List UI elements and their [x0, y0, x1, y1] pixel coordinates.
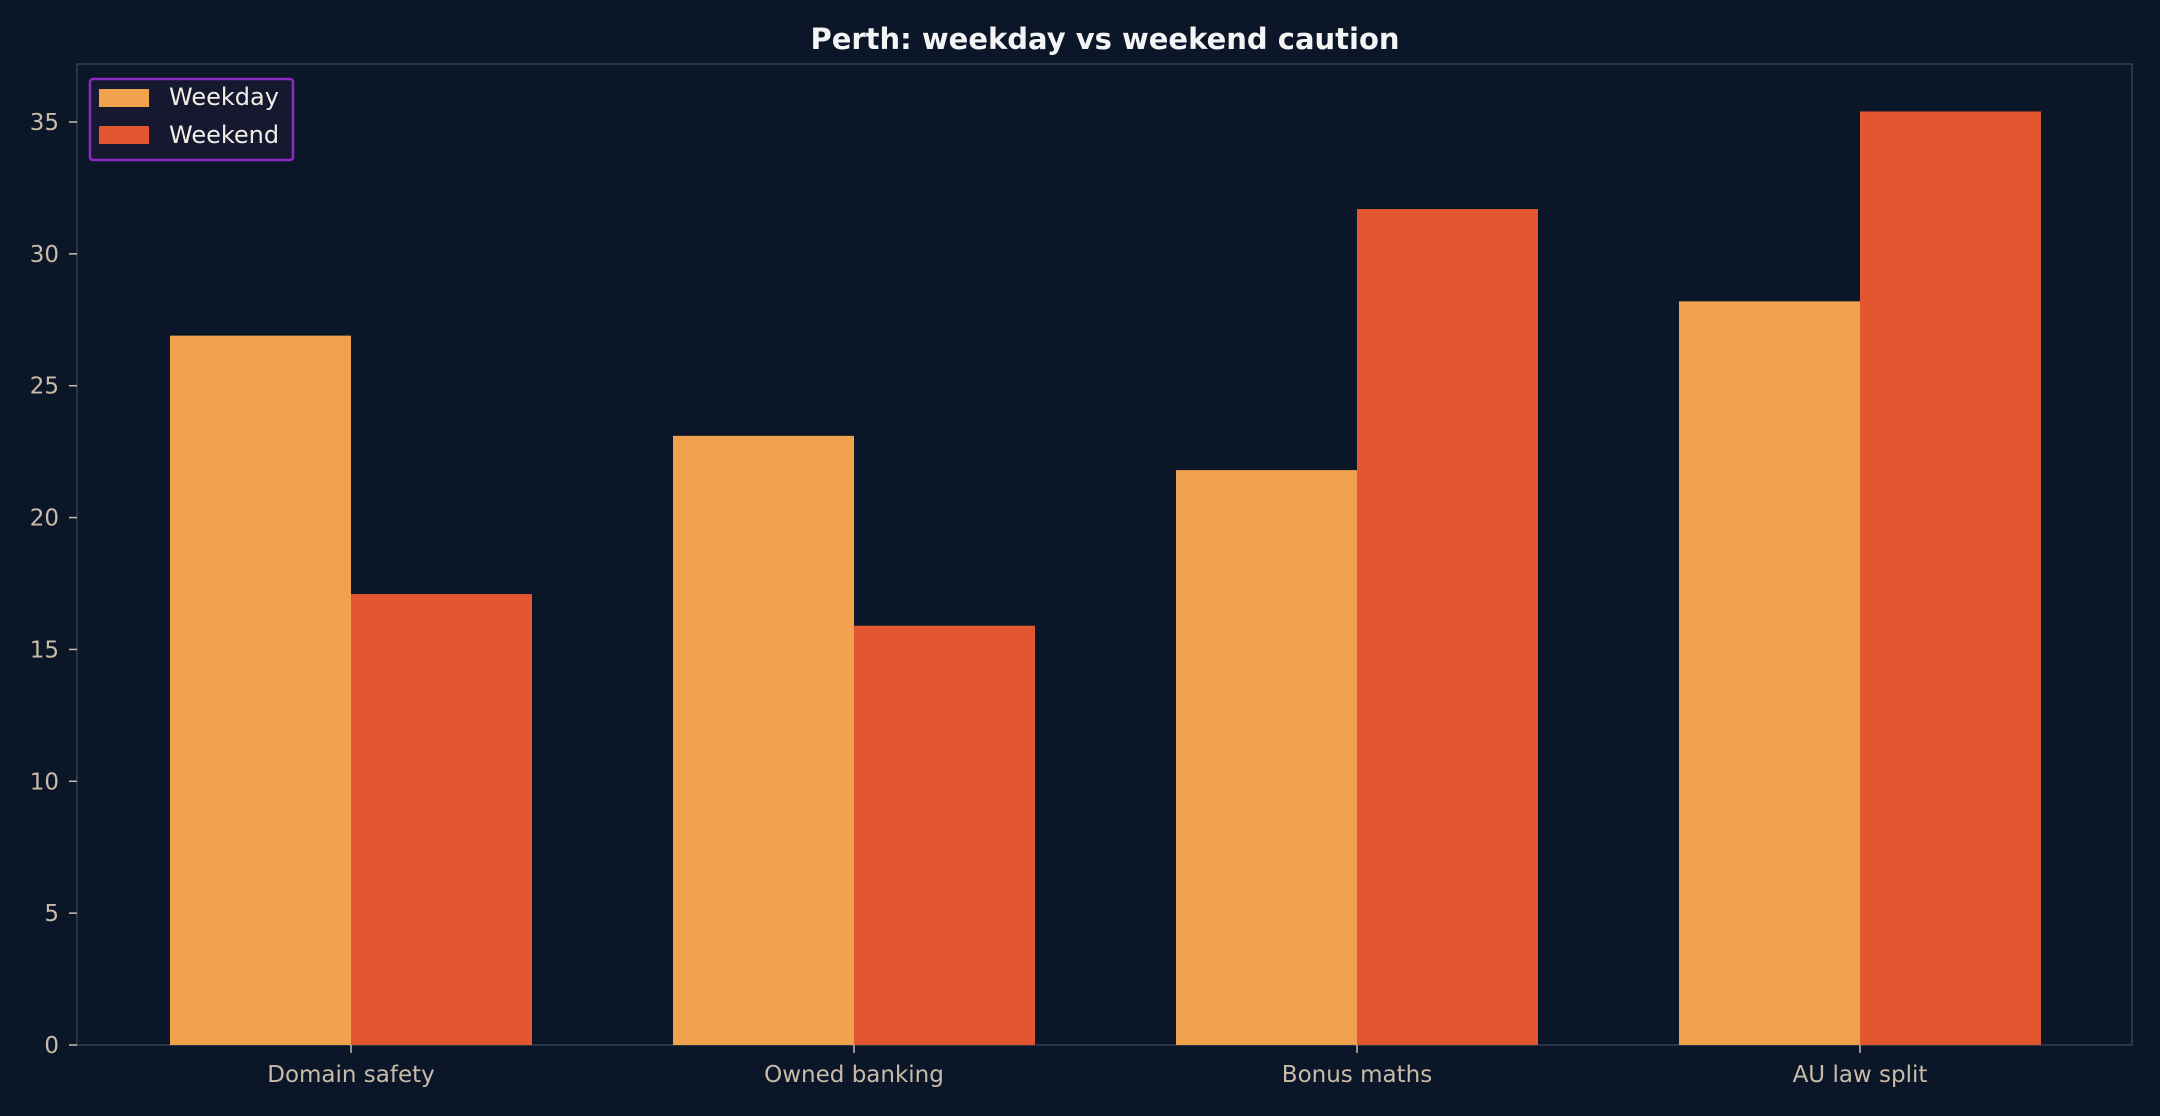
legend-swatch-weekday [99, 89, 149, 107]
y-tick-label: 30 [30, 242, 59, 268]
bar-weekday-0 [170, 335, 351, 1045]
legend-label-weekday: Weekday [169, 83, 279, 111]
bar-weekday-1 [673, 435, 854, 1045]
bar-weekday-3 [1679, 301, 1860, 1045]
legend: Weekday Weekend [88, 77, 295, 162]
bar-weekend-0 [351, 594, 532, 1045]
bars-group [170, 111, 2041, 1045]
plot-area-frame [76, 63, 2133, 1046]
bar-weekend-1 [854, 625, 1035, 1045]
y-tick-label: 15 [30, 637, 59, 663]
legend-label-weekend: Weekend [169, 121, 279, 149]
bar-weekend-3 [1860, 111, 2041, 1045]
y-tick-label: 35 [30, 110, 59, 136]
y-tick-label: 25 [30, 374, 59, 400]
x-tick-label: Domain safety [267, 1062, 435, 1088]
chart-title: Perth: weekday vs weekend caution [810, 22, 1399, 56]
bar-weekday-2 [1176, 470, 1357, 1045]
y-tick-label: 10 [30, 769, 59, 795]
x-axis: Domain safety Owned banking Bonus maths AU … [267, 1045, 1927, 1088]
y-tick-label: 20 [30, 506, 59, 532]
x-tick-label: Owned banking [764, 1062, 944, 1088]
legend-swatch-weekend [99, 126, 149, 144]
y-tick-label: 0 [44, 1033, 59, 1059]
y-tick-label: 5 [44, 901, 59, 927]
x-tick-label: Bonus maths [1282, 1062, 1432, 1088]
x-tick-label: AU law split [1793, 1062, 1928, 1088]
bar-weekend-2 [1357, 209, 1538, 1045]
y-axis: 0 5 10 15 20 25 30 35 [30, 110, 77, 1059]
